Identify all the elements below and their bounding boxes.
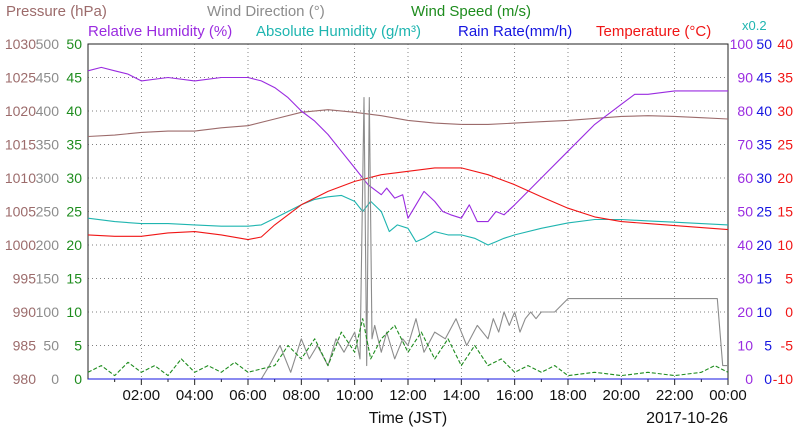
y-tick-label-pressure: 1020 — [5, 103, 36, 119]
legend-temp: Temperature (°C) — [596, 23, 711, 40]
y-tick-label-wind_speed: 20 — [66, 237, 82, 253]
y-tick-label-wind_dir: 150 — [36, 271, 60, 287]
x-tick-label: 08:00 — [283, 387, 321, 404]
y-tick-label-pressure: 1005 — [5, 204, 36, 220]
y-tick-label-rain: 10 — [756, 304, 772, 320]
y-tick-label-pressure: 1000 — [5, 237, 36, 253]
y-tick-label-temp: 5 — [785, 271, 793, 287]
y-tick-label-wind_dir: 200 — [36, 237, 60, 253]
x-tick-label: 04:00 — [176, 387, 214, 404]
series-line-wind_dir — [88, 97, 728, 380]
y-tick-label-rain: 45 — [756, 70, 772, 86]
y-tick-label-pressure: 1025 — [5, 70, 36, 86]
y-tick-label-temp: 15 — [777, 204, 793, 220]
x-axis-label: Time (JST) — [369, 410, 448, 427]
series-line-pressure — [87, 109, 729, 138]
y-tick-label-wind_speed: 0 — [74, 371, 82, 387]
y-tick-label-wind_speed: 5 — [74, 338, 82, 354]
y-tick-label-temp: 10 — [777, 237, 793, 253]
y-tick-label-wind_dir: 300 — [36, 170, 60, 186]
series-line-temp — [87, 167, 729, 241]
y-tick-label-rain: 25 — [756, 204, 772, 220]
y-tick-label-rain: 40 — [756, 103, 772, 119]
x-tick-label: 10:00 — [336, 387, 374, 404]
y-tick-label-wind_speed: 25 — [66, 204, 82, 220]
y-tick-label-temp: -5 — [781, 338, 794, 354]
x-tick-label: 16:00 — [496, 387, 534, 404]
legend-wind_dir: Wind Direction (°) — [207, 3, 325, 20]
chart-date: 2017-10-26 — [646, 410, 728, 427]
legend-rain: Rain Rate(mm/h) — [458, 23, 572, 40]
x-tick-label: 00:00 — [709, 387, 747, 404]
x-tick-label: 20:00 — [603, 387, 641, 404]
legend-wind_speed: Wind Speed (m/s) — [411, 3, 531, 20]
y-tick-label-wind_dir: 500 — [36, 36, 60, 52]
y-tick-label-pressure: 1010 — [5, 170, 36, 186]
y-tick-label-wind_dir: 50 — [43, 338, 59, 354]
x-tick-label: 06:00 — [229, 387, 267, 404]
y-tick-label-rh: 90 — [737, 70, 753, 86]
y-tick-label-rain: 50 — [756, 36, 772, 52]
y-tick-label-wind_speed: 40 — [66, 103, 82, 119]
y-tick-label-pressure: 990 — [13, 304, 37, 320]
y-tick-label-wind_dir: 400 — [36, 103, 60, 119]
y-tick-label-pressure: 985 — [13, 338, 37, 354]
series-line-wind_speed — [87, 318, 729, 377]
y-tick-label-rh: 80 — [737, 103, 753, 119]
x-tick-label: 22:00 — [656, 387, 694, 404]
y-tick-label-rh: 40 — [737, 237, 753, 253]
y-tick-label-temp: 20 — [777, 170, 793, 186]
x-tick-label: 18:00 — [549, 387, 587, 404]
y-tick-label-pressure: 1030 — [5, 36, 36, 52]
y-tick-label-wind_speed: 10 — [66, 304, 82, 320]
y-tick-label-temp: 40 — [777, 36, 793, 52]
y-tick-label-rh: 20 — [737, 304, 753, 320]
y-tick-label-rh: 70 — [737, 137, 753, 153]
y-tick-label-rh: 60 — [737, 170, 753, 186]
y-tick-label-wind_dir: 450 — [36, 70, 60, 86]
y-tick-label-rh: 30 — [737, 271, 753, 287]
y-tick-label-wind_dir: 0 — [51, 371, 59, 387]
y-tick-label-temp: -10 — [773, 371, 793, 387]
legend-pressure: Pressure (hPa) — [6, 3, 107, 20]
series-line-rh — [87, 66, 728, 223]
y-tick-label-temp: 30 — [777, 103, 793, 119]
y-tick-label-rain: 35 — [756, 137, 772, 153]
series-line-ah — [87, 194, 729, 246]
y-tick-label-temp: 0 — [785, 304, 793, 320]
y-tick-label-wind_dir: 100 — [36, 304, 60, 320]
x-tick-label: 14:00 — [443, 387, 481, 404]
legend-rh: Relative Humidity (%) — [88, 23, 232, 40]
y-tick-label-wind_speed: 15 — [66, 271, 82, 287]
y-tick-label-rh: 10 — [737, 338, 753, 354]
y-tick-label-rain: 5 — [764, 338, 772, 354]
y-tick-label-wind_speed: 35 — [66, 137, 82, 153]
legend-ah-scale: x0.2 — [742, 18, 767, 33]
legend-ah: Absolute Humidity (g/m³) — [256, 23, 421, 40]
y-tick-label-pressure: 980 — [13, 371, 37, 387]
y-tick-label-rh: 50 — [737, 204, 753, 220]
x-tick-label: 12:00 — [389, 387, 427, 404]
y-tick-label-rain: 30 — [756, 170, 772, 186]
y-tick-label-wind_speed: 50 — [66, 36, 82, 52]
y-tick-label-rain: 15 — [756, 271, 772, 287]
y-tick-label-rh: 100 — [730, 36, 754, 52]
y-tick-label-pressure: 1015 — [5, 137, 36, 153]
y-tick-label-pressure: 995 — [13, 271, 37, 287]
x-tick-label: 02:00 — [123, 387, 161, 404]
y-tick-label-wind_speed: 45 — [66, 70, 82, 86]
y-tick-label-wind_speed: 30 — [66, 170, 82, 186]
y-tick-label-wind_dir: 250 — [36, 204, 60, 220]
y-tick-label-wind_dir: 350 — [36, 137, 60, 153]
y-tick-label-rain: 20 — [756, 237, 772, 253]
y-tick-label-temp: 35 — [777, 70, 793, 86]
y-tick-label-rain: 0 — [764, 371, 772, 387]
y-tick-label-rh: 0 — [745, 371, 753, 387]
y-tick-label-temp: 25 — [777, 137, 793, 153]
